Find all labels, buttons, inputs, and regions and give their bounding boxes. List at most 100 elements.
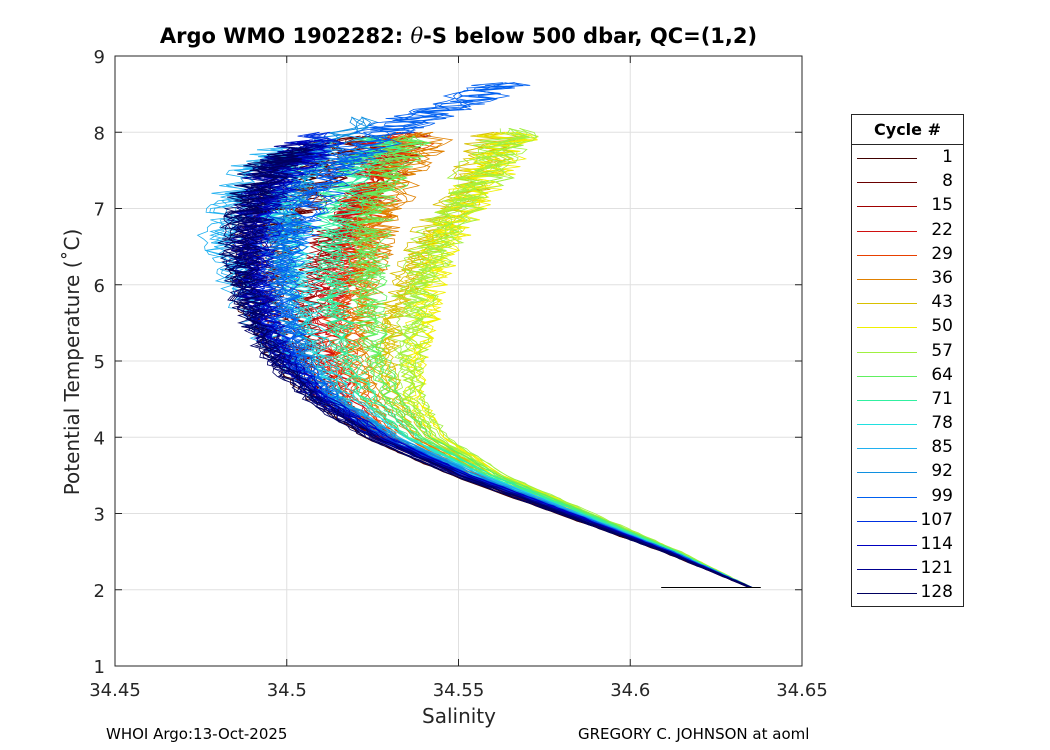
legend-line — [857, 182, 917, 184]
chart-title-theta: θ — [410, 24, 424, 48]
axes: 34.45 34.5 34.55 34.6 34.65 1 2 3 4 5 6 7 8 9 — [89, 47, 828, 701]
legend-item: 71 — [852, 387, 963, 411]
series-line-1 — [238, 139, 750, 588]
series-line-43 — [382, 131, 751, 588]
x-tick-label: 34.45 — [89, 680, 141, 701]
footer-left: WHOI Argo:13-Oct-2025 — [106, 725, 288, 743]
legend-label: 22 — [931, 219, 953, 240]
legend-items: 1 8 15 22 29 36 43 50 57 64 71 78 85 92 99 107 114 121 128 — [852, 145, 963, 605]
legend-label: 85 — [931, 437, 953, 458]
legend-label: 29 — [931, 243, 953, 264]
legend-line — [857, 399, 917, 401]
x-tick-label: 34.65 — [776, 680, 828, 701]
legend-line — [857, 230, 917, 232]
legend-item: 22 — [852, 218, 963, 242]
legend-label: 107 — [920, 509, 953, 530]
y-tick-label: 4 — [94, 428, 105, 449]
legend-line — [857, 424, 917, 426]
series-line-43 — [371, 131, 752, 588]
legend-item: 99 — [852, 484, 963, 508]
legend-label: 50 — [931, 316, 953, 337]
legend-line — [857, 303, 917, 305]
legend-line — [857, 496, 917, 498]
legend-item: 29 — [852, 242, 963, 266]
legend-item: 92 — [852, 459, 963, 483]
series-line-99 — [273, 82, 753, 588]
legend-label: 92 — [931, 461, 953, 482]
legend-label: 1 — [942, 147, 953, 167]
chart-title-prefix: Argo WMO 1902282: — [159, 24, 411, 48]
legend-label: 57 — [931, 340, 953, 361]
legend-line — [857, 278, 917, 280]
legend-label: 15 — [931, 195, 953, 216]
series-line-121 — [235, 143, 750, 588]
legend-line — [857, 545, 917, 546]
legend-item: 15 — [852, 193, 963, 217]
legend-line — [857, 327, 917, 329]
legend-item: 43 — [852, 290, 963, 314]
series-line-85 — [214, 147, 749, 588]
legend-label: 78 — [931, 413, 953, 434]
legend-label: 43 — [931, 292, 953, 313]
y-tick-label: 9 — [94, 47, 105, 68]
series-line-43 — [371, 131, 753, 588]
legend-line — [857, 448, 917, 450]
chart-title-suffix: -S below 500 dbar, QC=(1,2) — [423, 24, 758, 48]
chart-title: Argo WMO 1902282: θ-S below 500 dbar, QC… — [115, 24, 802, 48]
series-line-57 — [407, 128, 752, 588]
legend-label: 71 — [931, 388, 953, 409]
series-line-43 — [381, 131, 749, 588]
legend-label: 64 — [931, 364, 953, 385]
series-line-43 — [371, 131, 751, 588]
legend-item: 8 — [852, 169, 963, 193]
legend-label: 121 — [920, 558, 953, 579]
series-line-64 — [355, 135, 753, 588]
series-line-107 — [234, 131, 750, 588]
y-tick-label: 1 — [94, 657, 105, 678]
series-line-8 — [257, 135, 750, 588]
legend-line — [857, 520, 917, 522]
series-line-78 — [270, 139, 752, 588]
legend-item: 64 — [852, 363, 963, 387]
footer-right: GREGORY C. JOHNSON at aoml — [578, 725, 810, 743]
series-lines — [196, 82, 761, 588]
series-line-43 — [381, 131, 750, 588]
legend-label: 114 — [920, 534, 953, 554]
series-line-64 — [355, 135, 752, 588]
legend-line — [857, 375, 917, 377]
legend-item: 36 — [852, 266, 963, 290]
legend-line — [857, 254, 917, 256]
series-line-64 — [345, 135, 751, 588]
y-tick-label: 7 — [94, 200, 105, 221]
legend-item: 57 — [852, 339, 963, 363]
series-line-128 — [228, 147, 752, 588]
legend-line — [857, 351, 917, 353]
legend-label: 36 — [931, 267, 953, 288]
x-axis-label: Salinity — [422, 704, 496, 728]
series-line-78 — [269, 139, 750, 588]
legend-line — [857, 593, 917, 595]
legend-line — [857, 206, 917, 208]
legend-item: 128 — [852, 580, 963, 604]
legend-item: 50 — [852, 314, 963, 338]
series-line-78 — [270, 139, 749, 588]
y-tick-label: 8 — [94, 123, 105, 144]
series-line-128 — [233, 147, 751, 588]
legend-item: 78 — [852, 411, 963, 435]
legend-label: 99 — [931, 485, 953, 506]
y-axis-label: Potential Temperature (˚C) — [60, 228, 84, 496]
legend-title: Cycle # — [852, 115, 963, 145]
legend-item: 1 — [852, 145, 963, 169]
series-line-29 — [341, 131, 753, 588]
legend-item: 85 — [852, 435, 963, 459]
x-tick-label: 34.55 — [433, 680, 485, 701]
legend-item: 121 — [852, 556, 963, 580]
x-tick-label: 34.5 — [267, 680, 307, 701]
legend-item: 114 — [852, 532, 963, 556]
legend: Cycle # 1 8 15 22 29 36 43 50 57 64 71 78 85 92 99 107 1… — [851, 114, 964, 607]
y-tick-label: 2 — [94, 581, 105, 602]
y-tick-label: 6 — [94, 276, 105, 297]
grid-lines — [114, 55, 803, 667]
legend-item: 107 — [852, 508, 963, 532]
